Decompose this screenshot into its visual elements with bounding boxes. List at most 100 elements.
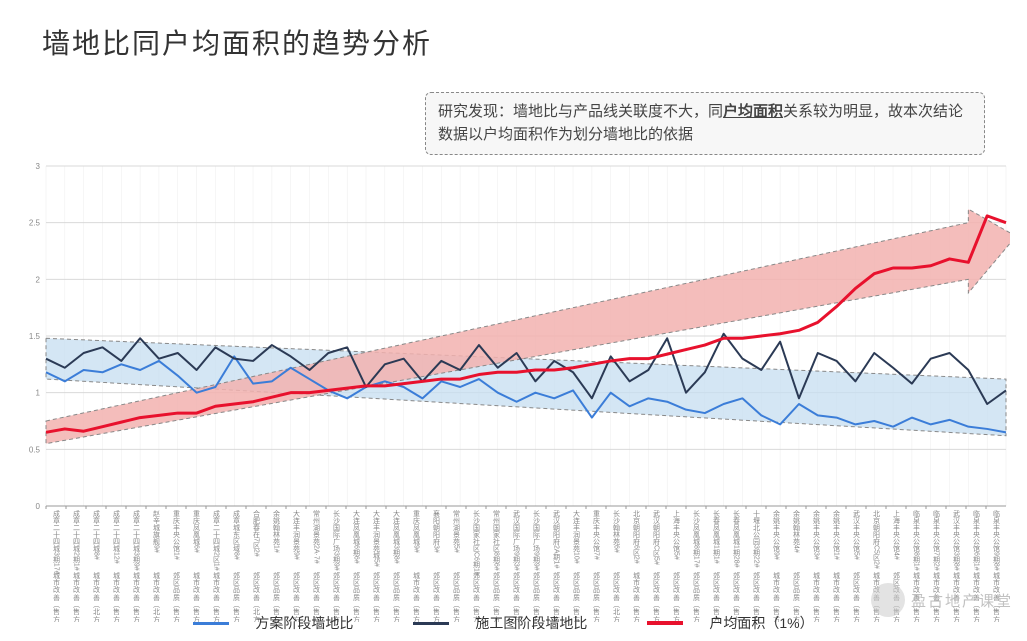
- svg-text:成章二十四城2区1#: 成章二十四城2区1#: [213, 509, 221, 571]
- svg-text:余姚翰林苑1#: 余姚翰林苑1#: [273, 509, 281, 553]
- svg-text:城市改: 城市改: [773, 572, 781, 594]
- svg-text:武汉国际广场9期3#: 武汉国际广场9期3#: [513, 509, 521, 571]
- svg-text:郊区品: 郊区品: [533, 571, 541, 594]
- svg-text:城市改: 城市改: [153, 572, 161, 594]
- svg-text:郊区改: 郊区改: [713, 571, 721, 594]
- svg-text:成章二十四城8#: 成章二十四城8#: [93, 509, 101, 560]
- svg-text:十堰北公园3期22#: 十堰北公园3期22#: [753, 509, 761, 568]
- svg-text:郊区改: 郊区改: [613, 571, 621, 594]
- svg-text:0: 0: [36, 502, 41, 511]
- watermark-text: 盈古地产课堂: [911, 590, 1013, 611]
- svg-text:成章城东区域8#: 成章城东区域8#: [233, 509, 241, 560]
- svg-text:2.5: 2.5: [29, 219, 41, 228]
- svg-text:重庆凤凰城9#: 重庆凤凰城9#: [413, 510, 421, 553]
- svg-text:临泉丰央公馆8期1#: 临泉丰央公馆8期1#: [913, 509, 921, 571]
- callout-box: 研究发现：墙地比与产品线关联度不大，同户均面积关系较为明显，故本次结论数据以户均…: [425, 92, 985, 155]
- svg-text:郊区品: 郊区品: [353, 571, 361, 594]
- svg-text:城市改: 城市改: [133, 572, 141, 594]
- svg-text:郊区品: 郊区品: [573, 571, 581, 594]
- legend-item: 户均面积（1%）: [647, 613, 833, 633]
- legend-line: [413, 622, 449, 625]
- svg-text:北京朝阳府C5区2#: 北京朝阳府C5区2#: [873, 510, 881, 569]
- legend-label: 户均面积（1%）: [709, 613, 813, 633]
- svg-text:郊区改: 郊区改: [733, 571, 741, 594]
- svg-text:成章二十四城3期17#: 成章二十四城3期17#: [53, 509, 61, 575]
- watermark-icon: [871, 583, 905, 617]
- svg-text:常州湖景苑2A·7#: 常州湖景苑2A·7#: [313, 509, 321, 564]
- svg-text:郊区品: 郊区品: [233, 571, 241, 594]
- svg-text:长沙凤凰城8期17#: 长沙凤凰城8期17#: [693, 509, 701, 568]
- svg-text:大连丰润景苑城5#: 大连丰润景苑城5#: [373, 509, 381, 567]
- svg-text:城市改: 城市改: [213, 572, 221, 594]
- svg-text:大连丰润景苑10#: 大连丰润景苑10#: [573, 509, 581, 564]
- svg-text:武汉丰央公馆5#: 武汉丰央公馆5#: [853, 509, 861, 560]
- svg-text:城市改: 城市改: [633, 572, 641, 594]
- svg-text:郊区改: 郊区改: [653, 571, 661, 594]
- svg-text:大连凤凰城6期6#: 大连凤凰城6期6#: [353, 509, 361, 564]
- svg-text:长沙国际广场3期9#: 长沙国际广场3期9#: [333, 509, 341, 571]
- callout-bold: 户均面积: [723, 103, 783, 120]
- svg-text:临泉丰央公馆7期2#: 临泉丰央公馆7期2#: [933, 509, 941, 571]
- svg-text:武汉朝阳府C区5#: 武汉朝阳府C区5#: [653, 509, 661, 565]
- svg-text:1: 1: [36, 389, 41, 398]
- svg-text:郊区改: 郊区改: [673, 571, 681, 594]
- trend-chart: 00.511.522.53成章二十四城3期17#城市改善（售方）成章二十四城2期…: [20, 162, 1010, 522]
- legend-line: [647, 621, 683, 625]
- svg-text:郊区品: 郊区品: [693, 571, 701, 594]
- svg-text:郊区品: 郊区品: [793, 571, 801, 594]
- svg-text:余姚丰央公馆1#: 余姚丰央公馆1#: [833, 509, 841, 560]
- page-title: 墙地比同户均面积的趋势分析: [42, 22, 432, 62]
- callout-pre: 研究发现：墙地比与产品线关联度不大，同: [438, 103, 723, 120]
- svg-text:重庆凤凰城6#: 重庆凤凰城6#: [193, 510, 201, 553]
- svg-text:长春凤凰城1期1#: 长春凤凰城1期1#: [713, 509, 721, 564]
- legend-line: [193, 622, 229, 625]
- svg-text:北京朝阳府6区2#: 北京朝阳府6区2#: [633, 510, 641, 564]
- svg-text:郊区品: 郊区品: [453, 571, 461, 594]
- svg-text:临泉丰央公馆6期1#: 临泉丰央公馆6期1#: [973, 509, 981, 571]
- svg-text:城市改: 城市改: [113, 572, 121, 594]
- svg-text:余姚丰央公馆3#: 余姚丰央公馆3#: [813, 509, 821, 560]
- watermark: 盈古地产课堂: [871, 583, 1013, 617]
- svg-text:武汉朝阳府2A期1#: 武汉朝阳府2A期1#: [553, 509, 561, 568]
- svg-text:余姚翰林苑4#: 余姚翰林苑4#: [793, 509, 801, 553]
- svg-text:郊区改: 郊区改: [473, 571, 481, 594]
- svg-text:城市改: 城市改: [73, 572, 81, 594]
- svg-text:临泉丰央公馆9期8#: 临泉丰央公馆9期8#: [993, 509, 1001, 571]
- svg-text:长沙国际广场9期9#: 长沙国际广场9期9#: [533, 509, 541, 571]
- svg-text:大连凤凰城3期8#: 大连凤凰城3期8#: [393, 509, 401, 564]
- svg-text:长沙翰林苑6#: 长沙翰林苑6#: [613, 509, 621, 553]
- svg-text:常州国家社区8期6#: 常州国家社区8期6#: [493, 509, 501, 571]
- svg-text:城市改: 城市改: [833, 572, 841, 594]
- svg-text:长沙国家社区C6期1#: 长沙国家社区C6期1#: [473, 509, 481, 576]
- svg-text:3: 3: [36, 162, 41, 171]
- svg-text:余姚丰央公馆9#: 余姚丰央公馆9#: [773, 509, 781, 560]
- svg-text:城市改: 城市改: [93, 572, 101, 594]
- svg-text:郊区改: 郊区改: [753, 571, 761, 594]
- legend-item: 施工图阶段墙地比: [413, 613, 607, 633]
- svg-text:长春凤凰城1期28#: 长春凤凰城1期28#: [733, 509, 741, 568]
- svg-text:城市改: 城市改: [413, 572, 421, 594]
- svg-text:成章二十四城12#: 成章二十四城12#: [113, 509, 121, 564]
- svg-text:郊区品: 郊区品: [593, 571, 601, 594]
- svg-text:郊区改: 郊区改: [433, 571, 441, 594]
- svg-text:上海丰央公馆4#: 上海丰央公馆4#: [893, 509, 901, 560]
- legend-label: 方案阶段墙地比: [255, 613, 353, 633]
- svg-text:郊区改: 郊区改: [253, 571, 261, 594]
- svg-text:常州湖景苑5#: 常州湖景苑5#: [453, 509, 461, 553]
- svg-text:郊区改: 郊区改: [853, 571, 861, 594]
- svg-text:郊区品: 郊区品: [493, 571, 501, 594]
- legend-item: 方案阶段墙地比: [193, 613, 373, 633]
- svg-text:成章二十四城2期1#: 成章二十四城2期1#: [73, 509, 81, 571]
- svg-text:郊区品: 郊区品: [173, 571, 181, 594]
- svg-text:郊区改: 郊区改: [333, 571, 341, 594]
- svg-text:襄阳朝阳府3#: 襄阳朝阳府3#: [433, 509, 441, 553]
- svg-text:0.5: 0.5: [29, 445, 41, 454]
- svg-text:郊区品: 郊区品: [273, 571, 281, 594]
- svg-text:郊区改: 郊区改: [373, 571, 381, 594]
- svg-text:上海丰央公馆5#: 上海丰央公馆5#: [673, 509, 681, 560]
- svg-text:郊区改: 郊区改: [553, 571, 561, 594]
- svg-text:合肥春在7区2#: 合肥春在7区2#: [253, 509, 261, 557]
- svg-text:城市改: 城市改: [53, 572, 61, 594]
- svg-text:重庆丰央公馆1#: 重庆丰央公馆1#: [173, 510, 181, 560]
- svg-text:重庆丰央公馆7#: 重庆丰央公馆7#: [593, 510, 601, 560]
